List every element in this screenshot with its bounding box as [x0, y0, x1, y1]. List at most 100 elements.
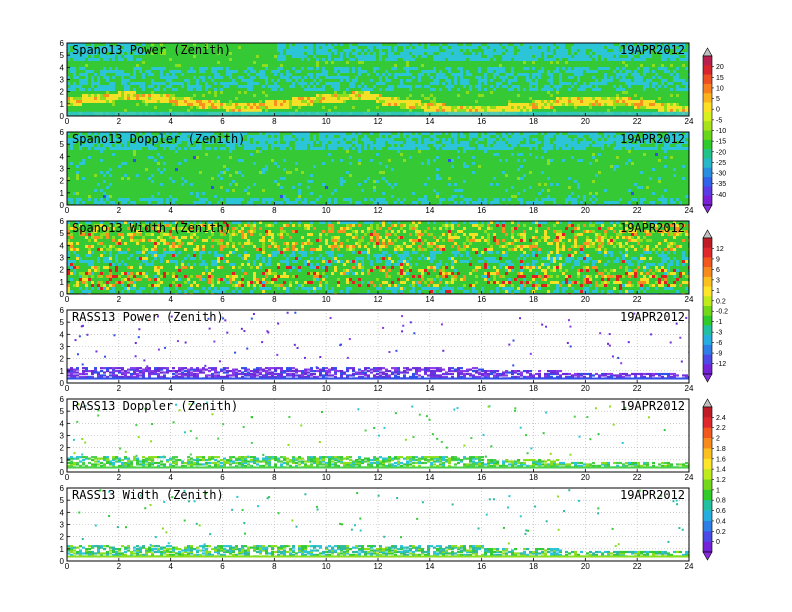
- heatmap-cell: [349, 46, 352, 49]
- heatmap-cell: [130, 272, 133, 275]
- heatmap-cell: [646, 186, 649, 189]
- heatmap-cell: [427, 138, 430, 141]
- heatmap-cell: [472, 132, 475, 135]
- heatmap-cell: [580, 201, 583, 204]
- heatmap-cell: [262, 106, 265, 109]
- heatmap-cell: [550, 103, 553, 106]
- heatmap-cell: [472, 55, 475, 58]
- heatmap-cell: [280, 100, 283, 103]
- heatmap-cell: [487, 55, 490, 58]
- heatmap-cell: [454, 195, 457, 198]
- heatmap-cell: [496, 106, 499, 109]
- heatmap-cell: [169, 144, 172, 147]
- heatmap-cell: [613, 58, 616, 61]
- heatmap-cell: [136, 257, 139, 260]
- heatmap-cell: [112, 201, 115, 204]
- heatmap-cell: [616, 49, 619, 52]
- heatmap-cell: [121, 94, 124, 97]
- heatmap-cell: [607, 67, 610, 70]
- heatmap-cell: [613, 106, 616, 109]
- heatmap-cell: [79, 103, 82, 106]
- heatmap-cell: [298, 147, 301, 150]
- heatmap-cell: [502, 58, 505, 61]
- heatmap-cell: [430, 94, 433, 97]
- heatmap-cell: [163, 239, 166, 242]
- heatmap-cell: [70, 97, 73, 100]
- heatmap-cell: [316, 100, 319, 103]
- heatmap-cell: [154, 245, 157, 248]
- heatmap-cell: [409, 132, 412, 135]
- heatmap-cell: [199, 88, 202, 91]
- heatmap-cell: [412, 201, 415, 204]
- heatmap-cell: [664, 70, 667, 73]
- heatmap-cell: [556, 55, 559, 58]
- heatmap-cell: [649, 46, 652, 49]
- heatmap-cell: [199, 144, 202, 147]
- heatmap-cell: [346, 67, 349, 70]
- heatmap-cell: [517, 52, 520, 55]
- heatmap-cell: [667, 132, 670, 135]
- heatmap-cell: [676, 52, 679, 55]
- heatmap-cell: [325, 52, 328, 55]
- heatmap-cell: [139, 82, 142, 85]
- heatmap-cell: [352, 70, 355, 73]
- heatmap-cell: [115, 58, 118, 61]
- heatmap-cell: [133, 159, 136, 162]
- heatmap-cell: [109, 275, 112, 278]
- heatmap-cell: [292, 55, 295, 58]
- heatmap-cell: [307, 180, 310, 183]
- heatmap-cell: [661, 55, 664, 58]
- heatmap-cell: [118, 224, 121, 227]
- heatmap-cell: [487, 141, 490, 144]
- heatmap-cell: [277, 165, 280, 168]
- heatmap-cell: [379, 132, 382, 135]
- heatmap-cell: [394, 141, 397, 144]
- heatmap-cell: [367, 109, 370, 112]
- heatmap-cell: [220, 290, 223, 293]
- heatmap-cell: [142, 61, 145, 64]
- heatmap-cell: [592, 156, 595, 159]
- heatmap-cell: [70, 58, 73, 61]
- heatmap-cell: [655, 138, 658, 141]
- heatmap-cell: [106, 132, 109, 135]
- heatmap-cell: [487, 106, 490, 109]
- heatmap-cell: [586, 103, 589, 106]
- heatmap-cell: [193, 221, 196, 224]
- heatmap-cell: [391, 195, 394, 198]
- heatmap-cell: [478, 106, 481, 109]
- heatmap-cell: [184, 79, 187, 82]
- heatmap-cell: [82, 97, 85, 100]
- heatmap-cell: [367, 141, 370, 144]
- heatmap-cell: [115, 55, 118, 58]
- heatmap-cell: [322, 132, 325, 135]
- heatmap-cell: [187, 141, 190, 144]
- heatmap-cell: [595, 79, 598, 82]
- heatmap-cell: [244, 109, 247, 112]
- heatmap-cell: [208, 281, 211, 284]
- heatmap-cell: [196, 284, 199, 287]
- heatmap-cell: [202, 248, 205, 251]
- heatmap-cell: [262, 91, 265, 94]
- heatmap-cell: [334, 43, 337, 46]
- heatmap-cell: [442, 76, 445, 79]
- heatmap-cell: [112, 138, 115, 141]
- heatmap-cell: [97, 236, 100, 239]
- heatmap-cell: [601, 144, 604, 147]
- heatmap-cell: [526, 49, 529, 52]
- heatmap-cell: [532, 43, 535, 46]
- heatmap-cell: [592, 76, 595, 79]
- heatmap-cell: [298, 58, 301, 61]
- heatmap-cell: [169, 70, 172, 73]
- heatmap-cell: [631, 100, 634, 103]
- heatmap-cell: [118, 73, 121, 76]
- y-tick-label: 1: [60, 100, 65, 109]
- heatmap-cell: [580, 103, 583, 106]
- heatmap-cell: [124, 147, 127, 150]
- heatmap-cell: [595, 100, 598, 103]
- heatmap-cell: [415, 46, 418, 49]
- heatmap-cell: [289, 79, 292, 82]
- heatmap-cell: [259, 109, 262, 112]
- heatmap-cell: [271, 144, 274, 147]
- heatmap-cell: [88, 195, 91, 198]
- heatmap-cell: [616, 46, 619, 49]
